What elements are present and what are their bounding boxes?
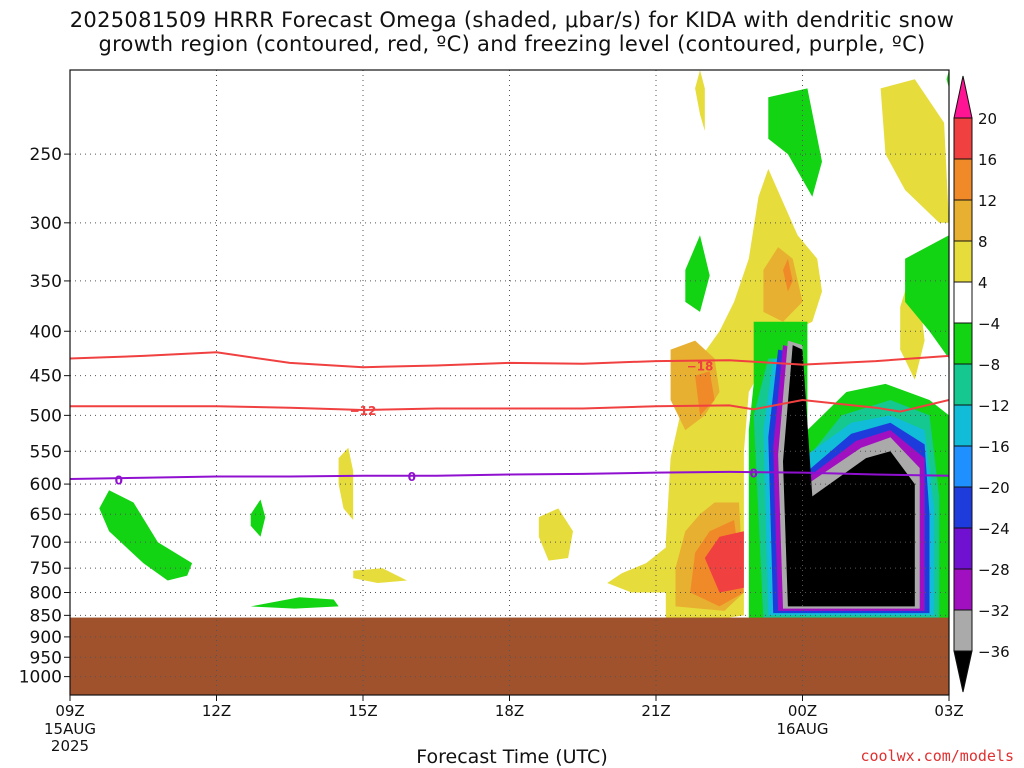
colorbar-bin-10	[953, 486, 973, 529]
colorbar-bin-2	[953, 158, 973, 201]
omega-region-2	[880, 79, 949, 223]
colorbar-bin-3	[953, 199, 973, 242]
y-tick-label-5: 500	[30, 406, 62, 426]
colorbar-bin-1	[953, 117, 973, 160]
colorbar-label-6: −8	[978, 356, 1000, 374]
contour-line-0	[70, 351, 949, 369]
y-tick-label-8: 650	[30, 505, 62, 525]
colorbar-label-7: −12	[978, 397, 1010, 415]
x-tick-sublabel-0-0: 15AUG	[44, 720, 96, 738]
colorbar-top-arrow	[953, 75, 973, 119]
colorbar-label-5: −4	[978, 315, 1000, 333]
y-tick-label-6: 550	[30, 442, 62, 462]
x-tick-label-5: 00Z	[788, 702, 817, 720]
axes: 2503003504004505005506006507007508008509…	[19, 69, 964, 755]
y-tick-label-13: 900	[30, 628, 62, 648]
omega-region-12	[695, 371, 715, 416]
colorbar-label-9: −20	[978, 479, 1010, 497]
x-tick-label-2: 15Z	[348, 702, 377, 720]
y-tick-label-14: 950	[30, 648, 62, 668]
contour-label-4: 0	[749, 467, 757, 481]
omega-region-20	[905, 235, 949, 359]
contour-line-2	[70, 470, 949, 480]
y-tick-label-2: 350	[30, 272, 62, 292]
colorbar-bin-12	[953, 568, 973, 611]
temperature-contours: −18 −12 0 0 0	[70, 351, 949, 488]
colorbar-bin-5	[953, 281, 973, 324]
omega-region-7	[695, 70, 705, 131]
ground-layer	[70, 617, 949, 695]
y-tick-label-4: 450	[30, 367, 62, 387]
colorbar: 20 16 12 8 4 −4 −8 −12 −16 −20 −24 −28 −32 −36	[953, 75, 1010, 693]
omega-region-18	[250, 499, 266, 537]
contour-label-2: 0	[115, 474, 123, 488]
colorbar-bin-9	[953, 445, 973, 488]
y-tick-label-10: 750	[30, 559, 62, 579]
colorbar-label-0: 20	[978, 110, 997, 128]
y-tick-label-1: 300	[30, 214, 62, 234]
omega-region-19	[685, 235, 710, 312]
omega-region-28	[783, 345, 915, 607]
colorbar-label-1: 16	[978, 151, 997, 169]
x-tick-sublabel-0-1: 2025	[51, 737, 89, 755]
credit-link[interactable]: coolwx.com/models	[860, 747, 1014, 765]
contour-label-1: −12	[350, 404, 377, 418]
omega-region-16	[99, 490, 193, 581]
colorbar-bin-7	[953, 363, 973, 406]
y-tick-label-15: 1000	[19, 668, 62, 688]
colorbar-bin-4	[953, 240, 973, 283]
colorbar-bin-13	[953, 609, 973, 652]
omega-region-1	[607, 547, 671, 593]
omega-region-15	[768, 88, 822, 197]
omega-region-17	[250, 597, 339, 609]
y-tick-label-7: 600	[30, 475, 62, 495]
x-tick-label-3: 18Z	[495, 702, 524, 720]
x-tick-label-4: 21Z	[641, 702, 670, 720]
contour-label-3: 0	[408, 470, 416, 484]
omega-region-10	[763, 247, 803, 322]
omega-region-13	[783, 258, 793, 292]
chart-title-line-1: 2025081509 HRRR Forecast Omega (shaded, …	[69, 8, 955, 32]
colorbar-label-10: −24	[978, 520, 1010, 538]
omega-region-6	[353, 568, 407, 583]
contour-line-1	[70, 398, 949, 413]
colorbar-label-12: −32	[978, 602, 1010, 620]
colorbar-label-3: 8	[978, 233, 988, 251]
colorbar-bin-6	[953, 322, 973, 365]
y-tick-label-12: 850	[30, 606, 62, 626]
colorbar-label-11: −28	[978, 561, 1010, 579]
x-tick-label-1: 12Z	[202, 702, 231, 720]
chart-title-line-2: growth region (contoured, red, ºC) and f…	[98, 32, 926, 56]
grid-lines	[70, 70, 949, 695]
colorbar-label-13: −36	[978, 643, 1010, 661]
colorbar-bottom-arrow	[953, 650, 973, 693]
colorbar-label-4: 4	[978, 274, 988, 292]
colorbar-bin-8	[953, 404, 973, 447]
y-tick-label-3: 400	[30, 322, 62, 342]
omega-region-5	[538, 508, 573, 561]
colorbar-bin-11	[953, 527, 973, 570]
ground-fill	[70, 617, 949, 695]
y-tick-label-11: 800	[30, 584, 62, 604]
omega-region-14	[704, 531, 744, 593]
y-tick-label-0: 250	[30, 145, 62, 165]
omega-regions	[99, 70, 949, 629]
x-tick-label-6: 03Z	[934, 702, 963, 720]
colorbar-label-2: 12	[978, 192, 997, 210]
y-tick-label-9: 700	[30, 533, 62, 553]
x-axis-label: Forecast Time (UTC)	[416, 746, 608, 768]
x-tick-sublabel-5-0: 16AUG	[777, 720, 829, 738]
contour-label-0: −18	[687, 359, 714, 373]
colorbar-label-8: −16	[978, 438, 1010, 456]
x-tick-label-0: 09Z	[55, 702, 84, 720]
